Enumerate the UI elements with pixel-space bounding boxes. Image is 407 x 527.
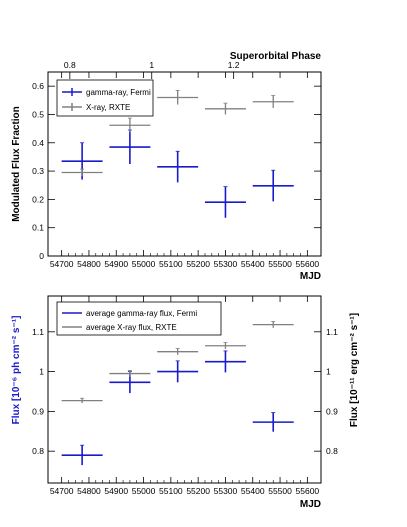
top-x-tick-label: 54900 bbox=[104, 259, 128, 269]
bottom-x-tick-label: 55000 bbox=[132, 486, 156, 496]
top-x-tick-label: 54800 bbox=[77, 259, 101, 269]
top-y-tick-label: 0.1 bbox=[32, 223, 44, 233]
bottom-x-tick-label: 54900 bbox=[104, 486, 128, 496]
top-legend: gamma-ray, Fermi X-ray, RXTE bbox=[56, 79, 154, 117]
bottom-y-right-tick-label: 1.1 bbox=[326, 327, 338, 337]
top-x-tick-label: 55300 bbox=[214, 259, 238, 269]
top-x-tick-label: 55400 bbox=[241, 259, 265, 269]
top-y-tick-label: 0 bbox=[39, 251, 44, 261]
bottom-x-tick-label: 55500 bbox=[268, 486, 292, 496]
top-x-tick-label: 54700 bbox=[50, 259, 74, 269]
top-x-tick-label: 55500 bbox=[268, 259, 292, 269]
top-x-tick-label: 55100 bbox=[159, 259, 183, 269]
top-y-tick-label: 0.6 bbox=[32, 81, 44, 91]
top-series bbox=[61, 90, 294, 218]
top-x-tick-label: 55000 bbox=[132, 259, 156, 269]
phase-tick-label: 0.8 bbox=[64, 60, 76, 70]
phase-tick-label: 1.2 bbox=[228, 60, 240, 70]
top-y-tick-label: 0.2 bbox=[32, 194, 44, 204]
top-x-axis-label: MJD bbox=[300, 271, 321, 282]
bottom-x-tick-label: 55600 bbox=[296, 486, 320, 496]
bottom-legend-box bbox=[56, 301, 222, 336]
bottom-x-tick-label: 55300 bbox=[214, 486, 238, 496]
bottom-y-right-tick-label: 1 bbox=[326, 367, 331, 377]
bottom-x-tick-label: 54700 bbox=[50, 486, 74, 496]
top-legend-label-xray: X-ray, RXTE bbox=[86, 103, 130, 112]
top-y-axis-label: Modulated Flux Fraction bbox=[11, 106, 22, 222]
top-y-tick-label: 0.3 bbox=[32, 166, 44, 176]
bottom-y-tick-label: 0.8 bbox=[32, 446, 44, 456]
bottom-y-right-tick-label: 0.9 bbox=[326, 406, 338, 416]
bottom-x-tick-label: 55400 bbox=[241, 486, 265, 496]
bottom-y-right-tick-label: 0.8 bbox=[326, 446, 338, 456]
bottom-series bbox=[61, 321, 294, 466]
bottom-y-tick-label: 0.9 bbox=[32, 406, 44, 416]
top-axes: 54700 54800 54900 55000 55100 55200 55300 55400… bbox=[32, 72, 321, 269]
bottom-panel: 54700 54800 54900 55000 55100 55200 55300 55400… bbox=[11, 295, 360, 510]
top-y-tick-label: 0.5 bbox=[32, 109, 44, 119]
top-legend-box bbox=[56, 79, 154, 117]
bottom-legend: average gamma-ray flux, Fermi average X-… bbox=[56, 301, 222, 336]
top-x-tick-label: 55200 bbox=[186, 259, 210, 269]
bottom-x-axis-label: MJD bbox=[300, 499, 321, 510]
bottom-legend-label-gamma: average gamma-ray flux, Fermi bbox=[86, 309, 197, 318]
bottom-y-axis-label-right: Flux [10⁻¹¹ erg cm⁻² s⁻¹] bbox=[349, 313, 360, 427]
bottom-axes: 54700 54800 54900 55000 55100 55200 55300 55400… bbox=[32, 296, 338, 496]
top-legend-label-gamma: gamma-ray, Fermi bbox=[86, 88, 151, 97]
top-x-tick-label: 55600 bbox=[296, 259, 320, 269]
bottom-y-tick-label: 1 bbox=[39, 367, 44, 377]
top-y-tick-label: 0.4 bbox=[32, 138, 44, 148]
bottom-x-tick-label: 55100 bbox=[159, 486, 183, 496]
bottom-legend-label-xray: average X-ray flux, RXTE bbox=[86, 323, 177, 332]
bottom-x-tick-label: 55200 bbox=[186, 486, 210, 496]
bottom-y-tick-label: 1.1 bbox=[32, 327, 44, 337]
bottom-y-axis-label-left: Flux [10⁻⁶ ph cm⁻² s⁻¹] bbox=[11, 316, 22, 425]
bottom-x-tick-label: 54800 bbox=[77, 486, 101, 496]
phase-tick-label: 1 bbox=[149, 60, 154, 70]
top-phase-axis: 0.8 1 1.2 bbox=[64, 60, 240, 79]
top-panel: 54700 54800 54900 55000 55100 55200 55300 55400… bbox=[11, 51, 322, 282]
top-phase-axis-label: Superorbital Phase bbox=[230, 51, 322, 62]
